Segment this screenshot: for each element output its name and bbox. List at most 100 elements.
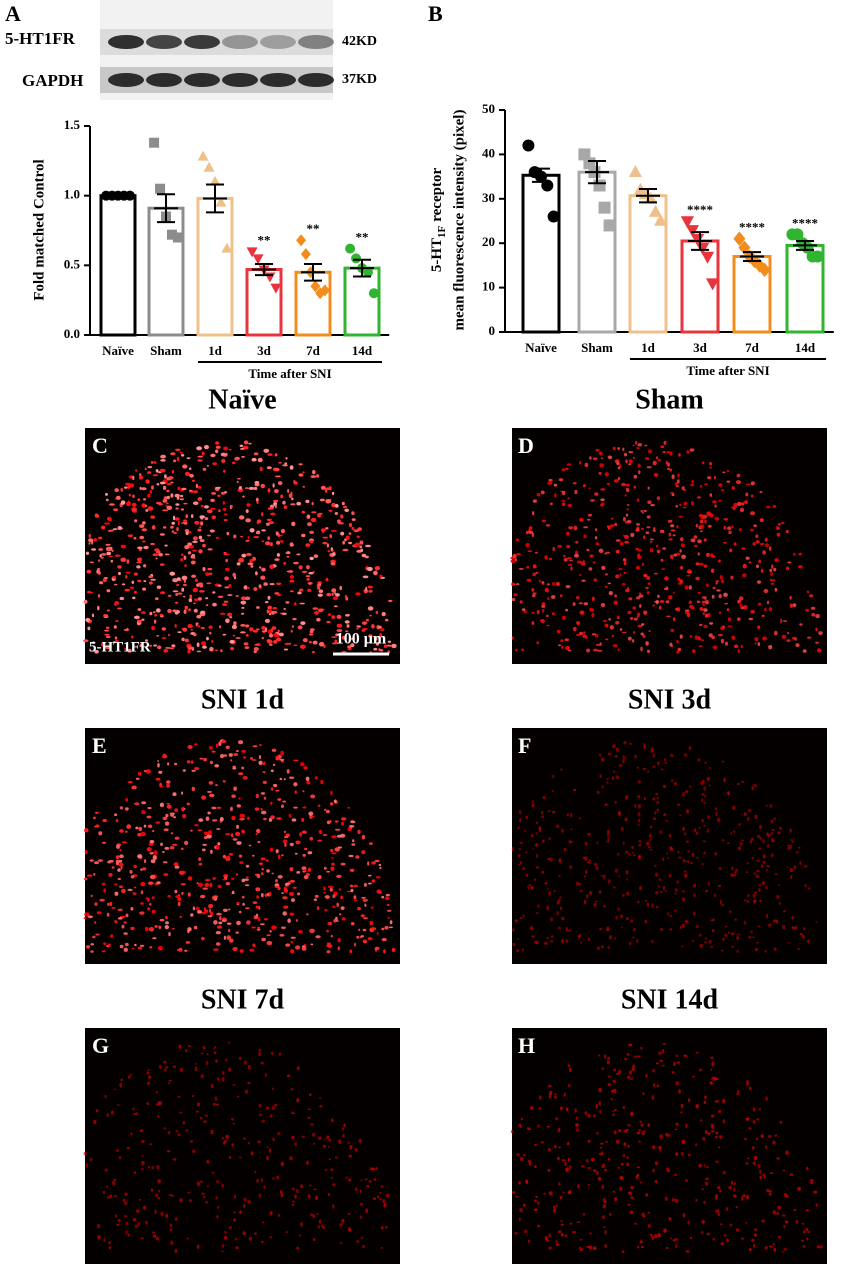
speckle [579,889,583,893]
speckle [297,625,303,630]
speckle [317,586,321,590]
speckle [97,1223,101,1229]
speckle [259,466,263,472]
speckle [104,633,110,636]
speckle [542,581,545,585]
blot-band [108,73,144,87]
speckle [156,585,162,589]
speckle [228,584,232,588]
speckle [719,1135,723,1139]
speckle [327,613,331,616]
speckle [669,915,673,917]
speckle [205,1201,209,1204]
speckle [789,603,793,608]
speckle [210,1129,214,1135]
speckle [645,531,650,534]
speckle [648,630,651,632]
speckle [125,571,131,574]
speckle [558,857,562,861]
speckle [600,945,604,949]
speckle [260,1061,264,1065]
significance-label: **** [687,202,713,217]
speckle [114,600,119,606]
speckle [166,505,173,510]
speckle [165,813,169,818]
speckle [301,866,307,871]
speckle [607,946,611,949]
speckle [236,750,239,752]
speckle [328,509,333,512]
speckle [325,577,329,582]
speckle [703,624,708,629]
speckle [563,558,568,562]
speckle [139,535,145,540]
speckle [678,515,683,518]
speckle [665,852,669,855]
speckle [544,941,548,946]
speckle [661,1048,665,1054]
speckle [228,853,233,856]
speckle [174,889,178,894]
speckle [794,638,797,641]
speckle [372,1197,377,1200]
speckle [816,1245,820,1249]
speckle [545,524,551,527]
speckle [531,621,535,625]
speckle [336,874,342,879]
speckle [553,1096,558,1099]
speckle [266,639,272,642]
speckle [365,544,371,548]
speckle [699,530,703,533]
speckle [560,1220,563,1222]
speckle [773,1247,777,1252]
speckle [532,564,537,569]
speckle [326,897,329,899]
speckle [93,1119,97,1125]
speckle [521,948,524,952]
speckle [381,895,385,899]
speckle [231,794,236,798]
speckle [121,841,127,844]
speckle [172,609,178,613]
speckle [141,611,146,615]
speckle [623,571,627,574]
speckle [357,829,361,835]
speckle [261,540,264,543]
speckle [713,893,717,898]
bar [245,268,283,337]
speckle [659,600,665,603]
speckle [737,599,741,604]
speckle [600,1151,604,1156]
speckle [341,635,346,640]
speckle [572,482,577,485]
speckle [111,907,116,909]
speckle [344,620,350,624]
speckle [204,882,210,887]
speckle [625,487,630,493]
speckle [583,534,587,539]
speckle [385,893,390,897]
speckle [319,1105,323,1108]
speckle [630,532,635,538]
speckle [266,1146,270,1149]
speckle [641,1212,646,1217]
speckle [183,502,188,505]
speckle [258,1051,261,1057]
speckle [638,839,642,843]
speckle [222,854,226,859]
speckle [588,1245,593,1250]
speckle [193,602,196,605]
speckle [202,543,206,548]
speckle [327,1145,331,1148]
speckle [756,1118,760,1121]
speckle [519,600,523,604]
speckle [650,749,654,753]
speckle [268,1148,272,1153]
speckle [153,611,156,614]
speckle [308,571,314,575]
speckle [753,900,756,904]
blot-size-label: 37KD [342,72,377,87]
speckle [533,878,537,881]
speckle [636,1166,640,1169]
speckle [675,552,681,556]
